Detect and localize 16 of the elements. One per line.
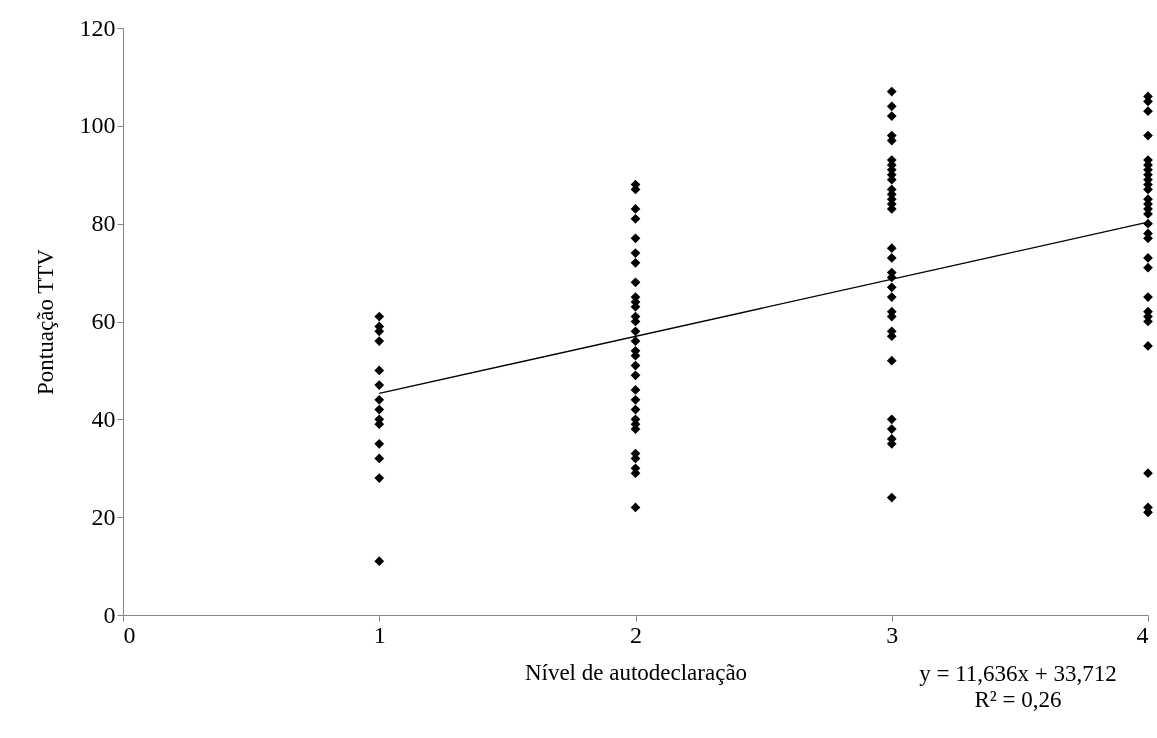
text: y = 11,636x + 33,712 bbox=[919, 661, 1117, 686]
y-tick-label: 60 bbox=[91, 308, 116, 334]
x-tick-label: 4 bbox=[1136, 621, 1149, 648]
y-tick-label: 120 bbox=[79, 14, 116, 41]
y-tick-label: 40 bbox=[91, 405, 116, 432]
text: R² = 0,26 bbox=[974, 687, 1062, 712]
x-tick-label: 1 bbox=[373, 621, 386, 648]
x-axis-title: Nível de autodeclaração bbox=[524, 659, 748, 685]
y-tick-label: 20 bbox=[91, 503, 116, 530]
x-tick-label: 3 bbox=[886, 621, 899, 648]
y-tick-label: 80 bbox=[91, 210, 116, 237]
x-tick-label: 0 bbox=[123, 621, 136, 648]
x-tick-label: 2 bbox=[630, 621, 642, 648]
y-tick-label: 0 bbox=[103, 601, 116, 628]
y-axis-title: Pontuação TTV bbox=[32, 248, 58, 395]
y-tick-label: 100 bbox=[79, 112, 116, 139]
